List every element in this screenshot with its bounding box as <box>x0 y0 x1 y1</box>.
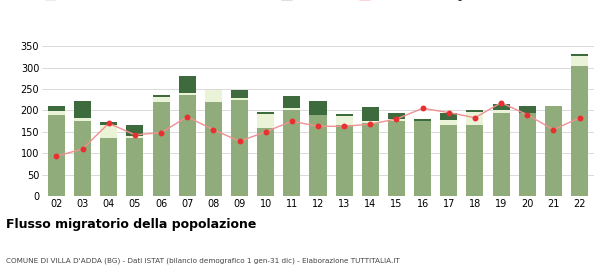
Bar <box>283 110 301 196</box>
Bar <box>179 76 196 93</box>
Bar <box>231 90 248 98</box>
Bar <box>388 113 405 119</box>
Bar <box>127 138 143 196</box>
Bar <box>493 110 509 113</box>
Point <box>340 124 349 129</box>
Bar <box>152 97 170 102</box>
Bar <box>179 95 196 196</box>
Bar <box>310 115 326 196</box>
Point <box>52 154 61 158</box>
Point <box>261 130 271 134</box>
Point <box>313 124 323 129</box>
Point <box>235 139 244 143</box>
Point <box>78 147 88 151</box>
Point <box>365 122 375 126</box>
Bar <box>310 101 326 115</box>
Point <box>523 113 532 117</box>
Bar <box>74 121 91 196</box>
Bar <box>48 115 65 196</box>
Bar <box>152 95 170 97</box>
Bar <box>571 56 588 66</box>
Bar <box>440 125 457 196</box>
Bar <box>257 112 274 114</box>
Bar <box>100 122 117 125</box>
Point <box>548 127 558 132</box>
Bar <box>257 128 274 196</box>
Bar <box>283 96 301 108</box>
Point <box>287 119 296 123</box>
Bar <box>414 119 431 121</box>
Bar <box>466 109 484 112</box>
Bar <box>519 106 536 113</box>
Text: Flusso migratorio della popolazione: Flusso migratorio della popolazione <box>6 218 256 231</box>
Point <box>182 115 192 119</box>
Bar <box>362 123 379 196</box>
Bar <box>493 104 509 110</box>
Bar <box>362 121 379 123</box>
Bar <box>335 116 353 125</box>
Bar <box>388 121 405 196</box>
Bar <box>205 102 222 196</box>
Bar <box>493 113 509 196</box>
Bar <box>388 119 405 121</box>
Bar <box>74 118 91 121</box>
Point <box>104 121 113 125</box>
Point <box>575 115 584 120</box>
Bar <box>257 114 274 128</box>
Bar <box>100 138 117 196</box>
Bar <box>466 125 484 196</box>
Bar <box>74 101 91 118</box>
Bar <box>283 108 301 110</box>
Bar <box>179 93 196 95</box>
Bar <box>127 125 143 136</box>
Bar <box>362 108 379 121</box>
Point <box>209 127 218 132</box>
Bar <box>571 66 588 196</box>
Point <box>156 130 166 135</box>
Bar <box>48 106 65 111</box>
Bar <box>335 114 353 116</box>
Bar <box>519 113 536 196</box>
Point <box>418 106 427 111</box>
Bar <box>466 112 484 125</box>
Bar <box>152 102 170 196</box>
Bar <box>571 54 588 56</box>
Bar <box>205 90 222 102</box>
Point <box>470 115 480 120</box>
Bar <box>440 113 457 120</box>
Point <box>392 117 401 121</box>
Bar <box>231 100 248 196</box>
Point <box>444 110 454 115</box>
Bar <box>127 136 143 138</box>
Point <box>130 133 140 137</box>
Bar <box>545 106 562 196</box>
Legend: Iscritti (da altri comuni), Iscritti (dall'estero), Iscritti (altri), Cancellati: Iscritti (da altri comuni), Iscritti (da… <box>41 0 485 4</box>
Bar <box>100 125 117 138</box>
Bar <box>440 120 457 125</box>
Bar <box>48 111 65 115</box>
Bar <box>231 98 248 100</box>
Text: COMUNE DI VILLA D'ADDA (BG) - Dati ISTAT (bilancio demografico 1 gen-31 dic) - E: COMUNE DI VILLA D'ADDA (BG) - Dati ISTAT… <box>6 258 400 264</box>
Bar <box>335 125 353 196</box>
Point <box>496 101 506 105</box>
Bar <box>414 121 431 196</box>
